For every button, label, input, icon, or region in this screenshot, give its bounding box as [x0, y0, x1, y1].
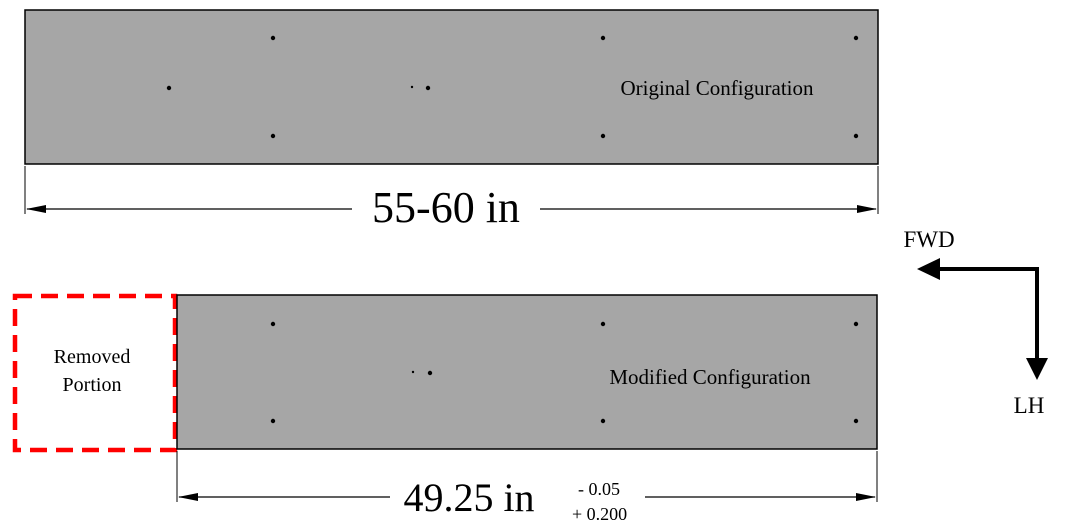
removed-label-line1: Removed [54, 346, 131, 368]
direction-indicator: FWD LH [903, 227, 1048, 418]
lh-arrow-icon [1026, 358, 1048, 380]
removed-portion: Removed Portion [12, 293, 178, 453]
original-dimension: 55-60 in [24, 166, 879, 232]
modified-holes [270, 321, 859, 424]
original-config-label: Original Configuration [620, 76, 814, 100]
modified-config-label: Modified Configuration [609, 365, 811, 389]
modified-dimension: 49.25 in - 0.05 + 0.200 [176, 451, 878, 524]
removed-label-line2: Portion [63, 374, 122, 396]
tolerance-plus: + 0.200 [572, 504, 627, 524]
modified-panel: Modified Configuration [176, 294, 878, 450]
fwd-label: FWD [903, 227, 954, 252]
original-panel: Original Configuration [24, 9, 879, 165]
lh-label: LH [1014, 393, 1045, 418]
original-holes [166, 35, 859, 139]
original-dimension-text: 55-60 in [372, 183, 520, 232]
modified-dimension-text: 49.25 in [403, 475, 534, 520]
tolerance-minus: - 0.05 [578, 479, 620, 499]
fwd-arrow-icon [917, 258, 940, 280]
